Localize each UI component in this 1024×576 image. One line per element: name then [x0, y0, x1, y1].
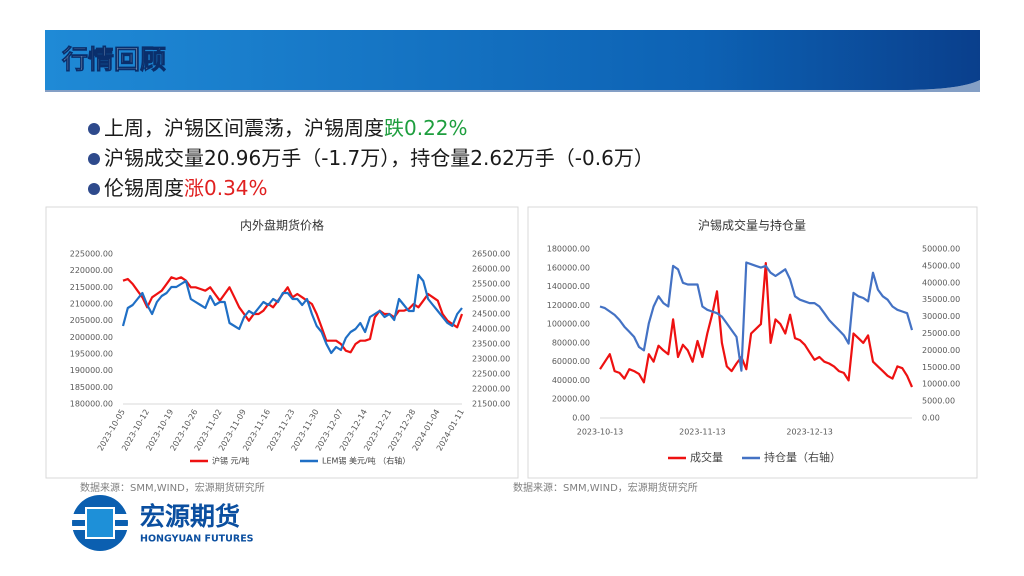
x-tick-label: 2023-12-13 [786, 428, 833, 437]
legend-label: LEM锡 美元/吨 （右轴） [322, 456, 410, 466]
y-tick-label: 190000.00 [70, 366, 113, 375]
y2-tick-label: 23500.00 [472, 340, 510, 349]
legend-label: 成交量 [690, 450, 723, 464]
chart-frame [45, 206, 519, 479]
bullet-text: 伦锡周度涨0.34% [104, 176, 268, 200]
logo-name: 宏源期货 [140, 502, 240, 531]
series-line [599, 261, 914, 372]
y2-tick-label: 25500.00 [472, 280, 510, 289]
x-tick-label: 2023-11-13 [679, 428, 726, 437]
y-tick-label: 185000.00 [70, 383, 113, 392]
y2-tick-label: 26500.00 [472, 250, 510, 259]
header-edge [45, 80, 980, 92]
y2-tick-label: 0.00 [922, 414, 940, 423]
chart-frame [527, 206, 978, 479]
bullet-segment: 跌0.22% [384, 116, 468, 140]
header-bar [45, 30, 980, 90]
bullet-text: 沪锡成交量20.96万手（-1.7万），持仓量2.62万手（-0.6万） [104, 146, 654, 170]
chart-title: 沪锡成交量与持仓量 [698, 218, 806, 233]
logo: 宏源期货 HONGYUAN FUTURES [72, 495, 254, 551]
bullet-dot [88, 153, 100, 165]
y2-tick-label: 24000.00 [472, 325, 510, 334]
legend-label: 持仓量（右轴） [764, 450, 841, 464]
logo-subtitle: HONGYUAN FUTURES [140, 534, 254, 545]
y-tick-label: 100000.00 [547, 320, 590, 329]
y2-tick-label: 45000.00 [922, 261, 960, 270]
series-line [121, 273, 463, 355]
y2-tick-label: 23000.00 [472, 355, 510, 364]
y2-tick-label: 25000.00 [922, 329, 960, 338]
bullet-segment: 伦锡周度 [104, 176, 184, 200]
header-title: 行情回顾 [61, 45, 166, 76]
bullet-segment: 沪锡成交量20.96万手（-1.7万），持仓量2.62万手（-0.6万） [104, 146, 654, 170]
y-tick-label: 205000.00 [70, 316, 113, 325]
y-tick-label: 20000.00 [552, 395, 590, 404]
logo-icon [85, 507, 115, 539]
y-tick-label: 215000.00 [70, 283, 113, 292]
y-tick-label: 160000.00 [547, 263, 590, 272]
y-tick-label: 180000.00 [70, 400, 113, 409]
y2-tick-label: 22000.00 [472, 385, 510, 394]
bullet-dot [88, 123, 100, 135]
y-tick-label: 225000.00 [70, 250, 113, 259]
source-note: 数据来源：SMM,WIND，宏源期货研究所 [513, 481, 698, 494]
y2-tick-label: 30000.00 [922, 312, 960, 321]
y-tick-label: 120000.00 [547, 301, 590, 310]
y2-tick-label: 21500.00 [472, 400, 510, 409]
source-note: 数据来源：SMM,WIND，宏源期货研究所 [80, 481, 265, 494]
y2-tick-label: 15000.00 [922, 363, 960, 372]
y2-tick-label: 26000.00 [472, 265, 510, 274]
y2-tick-label: 24500.00 [472, 310, 510, 319]
y-tick-label: 40000.00 [552, 376, 590, 385]
y2-tick-label: 22500.00 [472, 370, 510, 379]
y2-tick-label: 35000.00 [922, 295, 960, 304]
bullet-dot [88, 183, 100, 195]
y-tick-label: 220000.00 [70, 266, 113, 275]
x-tick-label: 2023-10-13 [577, 428, 624, 437]
series-line [599, 262, 914, 388]
y-tick-label: 60000.00 [552, 357, 590, 366]
y2-tick-label: 10000.00 [922, 380, 960, 389]
legend-label: 沪锡 元/吨 [212, 456, 249, 466]
y2-tick-label: 50000.00 [922, 245, 960, 254]
bullet-segment: 上周，沪锡区间震荡，沪锡周度 [104, 116, 384, 140]
y-tick-label: 0.00 [572, 414, 590, 423]
y2-tick-label: 25000.00 [472, 295, 510, 304]
y2-tick-label: 5000.00 [922, 397, 955, 406]
y-tick-label: 80000.00 [552, 338, 590, 347]
chart-title: 内外盘期货价格 [240, 218, 324, 233]
y2-tick-label: 20000.00 [922, 346, 960, 355]
y-tick-label: 180000.00 [547, 245, 590, 254]
y-tick-label: 195000.00 [70, 350, 113, 359]
y-tick-label: 200000.00 [70, 333, 113, 342]
y-tick-label: 140000.00 [547, 282, 590, 291]
y2-tick-label: 40000.00 [922, 278, 960, 287]
bullets: 上周，沪锡区间震荡，沪锡周度跌0.22% 沪锡成交量20.96万手（-1.7万），… [88, 116, 654, 200]
bullet-text: 上周，沪锡区间震荡，沪锡周度跌0.22% [104, 116, 468, 140]
y-tick-label: 210000.00 [70, 300, 113, 309]
bullet-segment: 涨0.34% [184, 176, 268, 200]
